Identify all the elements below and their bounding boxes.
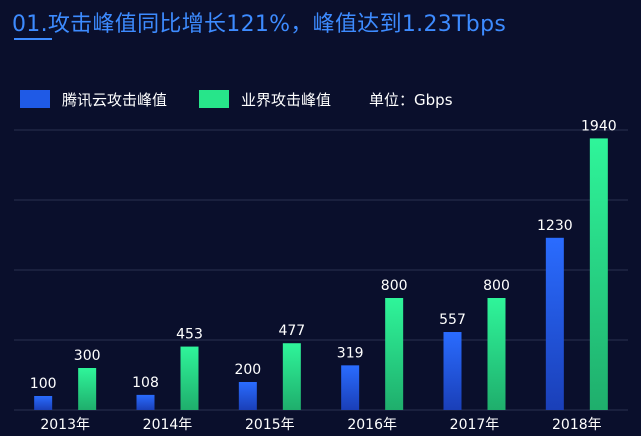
x-tick-label: 2016年 — [347, 417, 397, 433]
data-label: 800 — [483, 278, 510, 294]
legend-swatch-tencent — [20, 90, 50, 108]
bar-tencent — [443, 332, 462, 410]
data-label: 319 — [337, 345, 364, 361]
page-title: 01.攻击峰值同比增长121%，峰值达到1.23Tbps — [12, 12, 507, 37]
unit-label: 单位：Gbps — [369, 90, 453, 109]
legend: 腾讯云攻击峰值 业界攻击峰值 单位：Gbps — [20, 88, 453, 110]
legend-item-tencent: 腾讯云攻击峰值 — [20, 89, 167, 110]
data-label: 800 — [381, 278, 408, 294]
x-tick-label: 2014年 — [143, 417, 193, 433]
bar-industry — [78, 368, 97, 410]
bar-industry — [282, 343, 301, 410]
bar-industry — [487, 298, 506, 410]
data-label: 453 — [176, 327, 203, 343]
bar-tencent — [34, 396, 53, 410]
x-tick-label: 2013年 — [40, 417, 90, 433]
data-label: 100 — [30, 376, 57, 392]
data-label: 1940 — [581, 118, 617, 134]
legend-swatch-industry — [199, 90, 230, 108]
data-label: 200 — [234, 362, 261, 378]
data-label: 557 — [439, 312, 466, 328]
data-label: 1230 — [537, 218, 573, 234]
title-underline — [14, 38, 52, 40]
bar-tencent — [136, 394, 155, 410]
bar-industry — [589, 138, 608, 410]
bar-industry — [180, 346, 199, 410]
bar-tencent — [238, 382, 257, 410]
bar-tencent — [341, 365, 360, 410]
legend-label-industry: 业界攻击峰值 — [241, 90, 332, 109]
legend-item-industry: 业界攻击峰值 — [199, 89, 331, 110]
bar-industry — [385, 298, 404, 410]
data-label: 300 — [74, 348, 101, 364]
legend-label-tencent: 腾讯云攻击峰值 — [62, 90, 168, 109]
data-label: 477 — [278, 323, 305, 339]
x-tick-label: 2017年 — [450, 417, 500, 433]
x-tick-label: 2018年 — [552, 417, 602, 433]
x-tick-label: 2015年 — [245, 417, 295, 433]
bar-tencent — [545, 237, 564, 410]
data-label: 108 — [132, 375, 159, 391]
